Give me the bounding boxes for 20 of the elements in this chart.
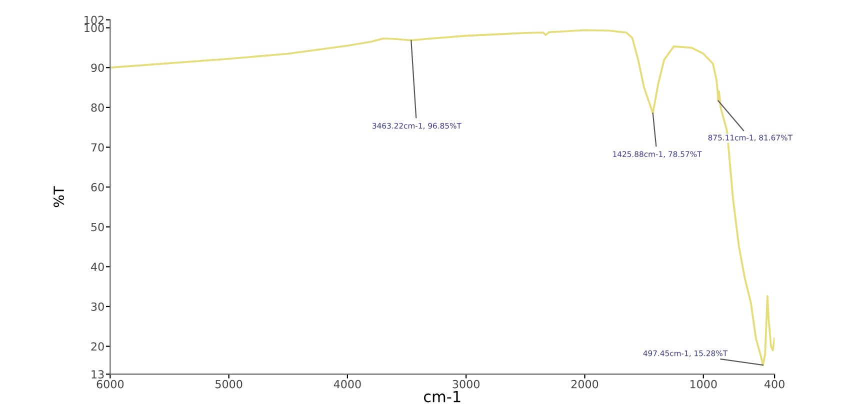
x-tick-label: 400 — [764, 380, 784, 388]
y-tick-label: 80 — [91, 103, 104, 112]
x-tick-label: 5000 — [216, 380, 242, 388]
y-tick-label: 20 — [91, 342, 104, 351]
y-tick-label: 102 — [84, 16, 104, 24]
y-tick-label: 90 — [91, 64, 104, 72]
y-tick-label: 13 — [92, 370, 104, 379]
y-tick-label: 70 — [91, 143, 104, 152]
x-tick-label: 3000 — [452, 380, 480, 388]
x-tick-label: 6000 — [96, 380, 124, 388]
y-axis-title: %T — [54, 186, 64, 208]
y-tick-label: 100 — [84, 24, 104, 32]
x-axis-title: cm-1 — [424, 390, 460, 402]
y-tick-label: 60 — [91, 183, 104, 192]
x-tick-label: 4000 — [334, 380, 361, 388]
x-tick-label: 1000 — [690, 380, 717, 388]
x-tick-label: 2000 — [571, 380, 598, 388]
y-tick-label: 40 — [91, 262, 104, 272]
y-tick-label: 30 — [91, 302, 104, 311]
y-tick-label: 50 — [91, 222, 104, 232]
